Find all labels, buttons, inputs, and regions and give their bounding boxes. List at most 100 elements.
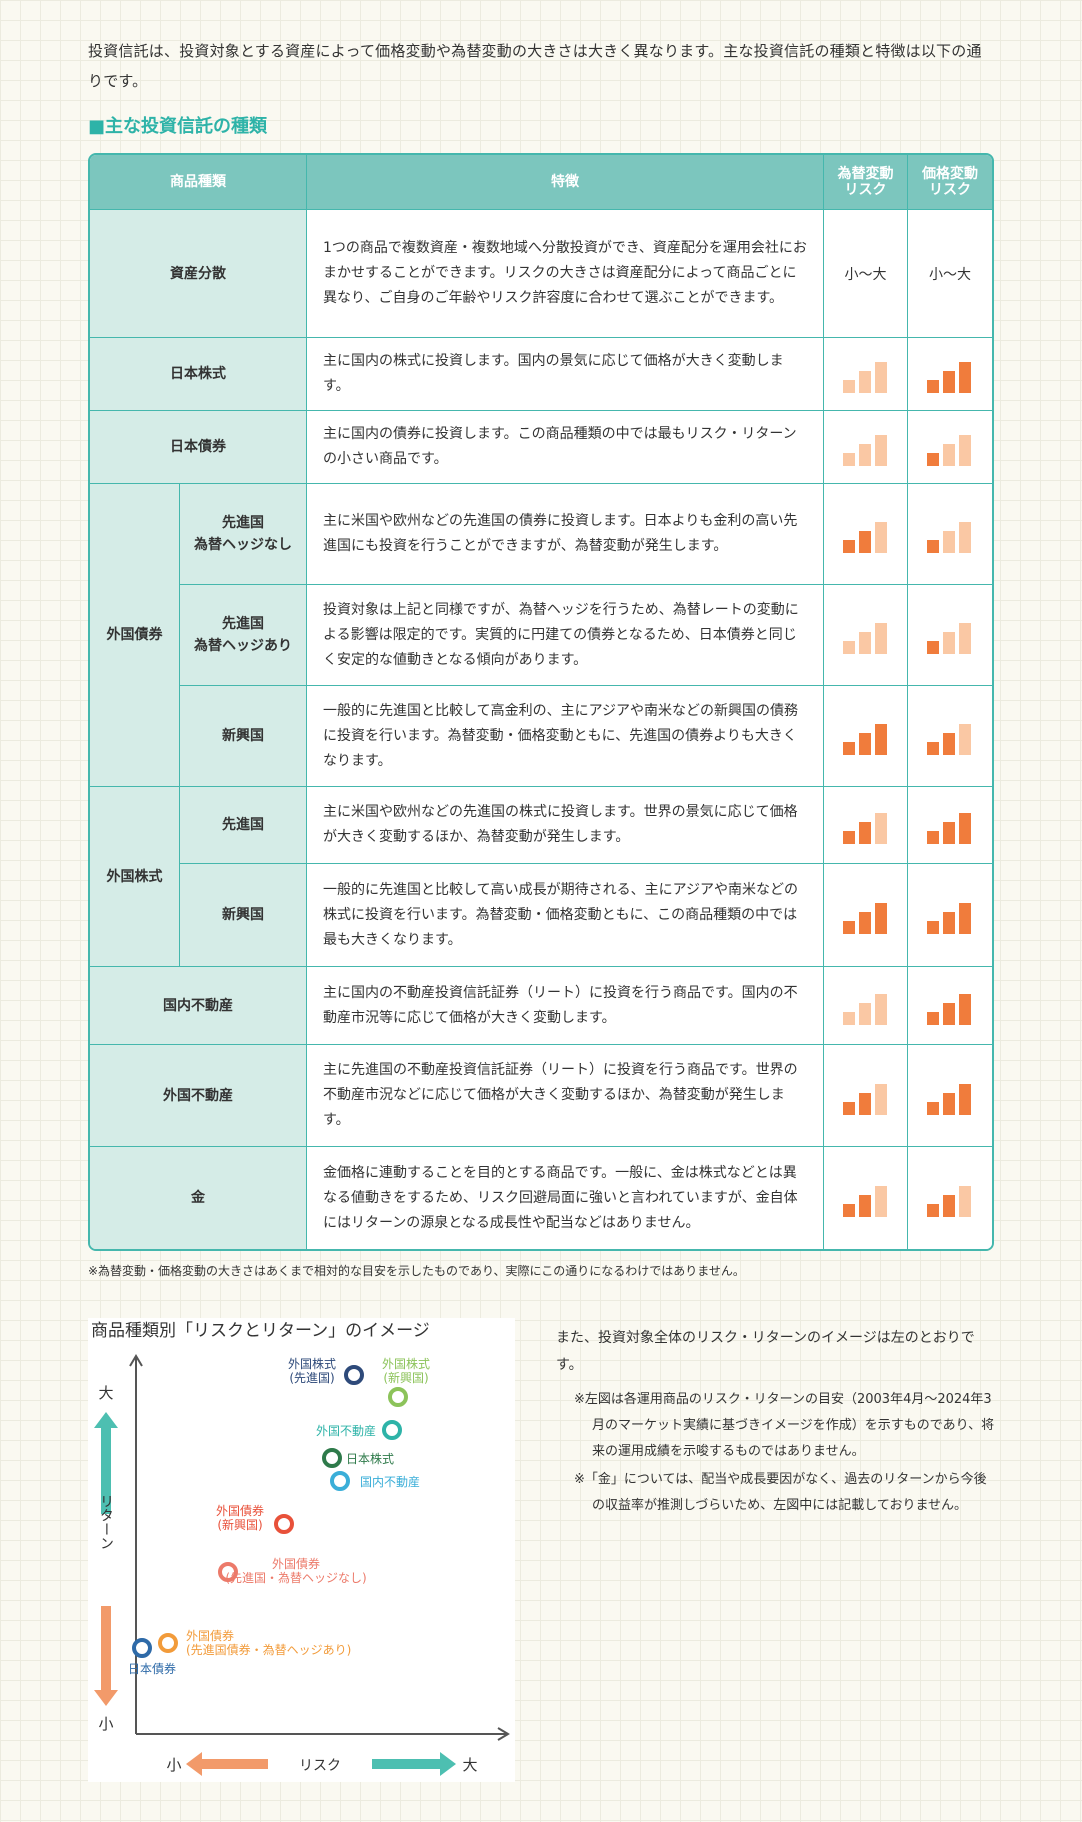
- chart-point-label: (先進国・為替ヘッジなし): [225, 1571, 366, 1585]
- table-row: 外国不動産 主に先進国の不動産投資信託証券（リート）に投資を行う商品です。世界の…: [90, 1045, 992, 1147]
- price-risk-cell: [908, 1147, 992, 1249]
- chart-point: [274, 1514, 294, 1534]
- fx-risk-bars: [842, 896, 889, 934]
- table-row: 先進国 為替ヘッジあり 投資対象は上記と同様ですが、為替ヘッジを行うため、為替レ…: [90, 585, 992, 686]
- category-cell: 外国債券: [90, 484, 180, 787]
- risk-bar: [858, 531, 871, 553]
- risk-bar: [927, 1204, 939, 1217]
- fx-risk-bars: [842, 1179, 889, 1217]
- price-risk-cell: 小〜大: [908, 210, 992, 338]
- risk-bar: [874, 362, 887, 393]
- price-risk-cell: [908, 585, 992, 686]
- feature-cell: 主に先進国の不動産投資信託証券（リート）に投資を行う商品です。世界の不動産市況な…: [307, 1045, 824, 1147]
- right-note-2: ※「金」については、配当や成長要因がなく、過去のリターンから今後の収益率が推測し…: [574, 1472, 987, 1513]
- price-risk-cell: [908, 967, 992, 1045]
- chart-point-label: (新興国): [383, 1370, 428, 1385]
- price-risk-bars: [927, 515, 973, 553]
- risk-bar: [959, 993, 971, 1025]
- feature-cell: 1つの商品で複数資産・複数地域へ分散投資ができ、資産配分を運用会社におまかせする…: [307, 210, 824, 338]
- risk-bar: [943, 371, 955, 393]
- table-row: 外国債券 先進国 為替ヘッジなし 主に米国や欧州などの先進国の債券に投資します。…: [90, 484, 992, 787]
- right-text-block: また、投資対象全体のリスク・リターンのイメージは左のとおりです。 ※左図は各運用…: [556, 1325, 996, 1519]
- risk-bar: [858, 733, 871, 755]
- category-cell: 資産分散: [90, 210, 307, 338]
- risk-bar: [842, 453, 855, 466]
- risk-bar: [874, 903, 887, 934]
- subcategory-cell: 先進国: [180, 787, 307, 864]
- risk-bar: [842, 1011, 855, 1025]
- chart-point: [132, 1638, 152, 1658]
- risk-bar: [943, 632, 955, 654]
- table-row: 新興国 一般的に先進国と比較して高い成長が期待される、主にアジアや南米などの株式…: [90, 864, 992, 967]
- fx-risk-bars: [842, 1077, 889, 1115]
- feature-cell: 一般的に先進国と比較して高金利の、主にアジアや南米などの新興国の債務に投資を行い…: [307, 686, 824, 787]
- table-row: 新興国 一般的に先進国と比較して高金利の、主にアジアや南米などの新興国の債務に投…: [90, 686, 992, 787]
- price-risk-bars: [927, 616, 973, 654]
- price-risk-bars: [927, 987, 973, 1025]
- risk-bar: [943, 733, 955, 755]
- feature-cell: 主に国内の債券に投資します。この商品種類の中では最もリスク・リターンの小さい商品…: [307, 411, 824, 484]
- risk-bar: [959, 903, 971, 934]
- price-risk-bars: [927, 717, 973, 755]
- price-risk-bars: [927, 896, 973, 934]
- risk-bar: [927, 453, 939, 466]
- chart-point: [382, 1420, 402, 1440]
- risk-bar: [842, 1204, 855, 1217]
- table-row: 日本株式 主に国内の株式に投資します。国内の景気に応じて価格が大きく変動します。: [90, 338, 992, 411]
- risk-bar: [842, 742, 855, 755]
- risk-bar: [959, 1186, 971, 1217]
- intro-text: 投資信託は、投資対象とする資産によって価格変動や為替変動の大きさは大きく異なりま…: [88, 42, 982, 90]
- chart-point: [218, 1562, 238, 1582]
- y-high-label: 大: [98, 1384, 113, 1402]
- fund-types-table: 商品種類 特徴 為替変動 リスク 価格変動 リスク 資産分散 1つの商品で複数資…: [88, 153, 994, 1251]
- risk-bar: [874, 623, 887, 654]
- chart-title: 商品種類別「リスクとリターン」のイメージ: [91, 1321, 430, 1341]
- fx-risk-bars: [842, 355, 889, 393]
- risk-bar: [927, 1011, 939, 1025]
- table-footnote: ※為替変動・価格変動の大きさはあくまで相対的な目安を示したものであり、実際にこの…: [88, 1264, 745, 1278]
- y-down-arrow: [94, 1606, 118, 1706]
- fx-risk-cell: [824, 967, 908, 1045]
- x-right-arrow: [372, 1752, 456, 1776]
- header-price-risk: 価格変動 リスク: [908, 155, 992, 210]
- right-main-text: また、投資対象全体のリスク・リターンのイメージは左のとおりです。: [556, 1330, 975, 1373]
- risk-bar: [842, 641, 855, 654]
- fx-risk-bars: [842, 515, 889, 553]
- risk-bar: [943, 822, 955, 844]
- chart-point-label: (先進国): [289, 1371, 334, 1385]
- fx-risk-cell: [824, 787, 908, 864]
- category-cell: 日本株式: [90, 338, 307, 411]
- risk-bar: [858, 1092, 871, 1115]
- fx-risk-cell: [824, 484, 908, 585]
- risk-bar: [959, 724, 971, 755]
- risk-bar: [874, 993, 887, 1025]
- risk-bar: [927, 641, 939, 654]
- risk-bar: [858, 912, 871, 934]
- risk-bar: [874, 522, 887, 553]
- risk-bar: [858, 822, 871, 844]
- price-risk-cell: [908, 338, 992, 411]
- risk-bar: [959, 522, 971, 553]
- risk-bar: [858, 1002, 871, 1025]
- fx-risk-cell: [824, 585, 908, 686]
- price-risk-cell: [908, 411, 992, 484]
- chart-point: [158, 1633, 178, 1653]
- x-high-label: 大: [462, 1756, 477, 1774]
- risk-return-chart: 大 リターン 小 小 リスク 大 外国株式(先進国)外国株式(新興国)外国不動産…: [94, 1354, 510, 1776]
- chart-point-label: 外国株式: [382, 1356, 430, 1371]
- risk-bar: [874, 1083, 887, 1115]
- price-risk-cell: [908, 1045, 992, 1147]
- fx-risk-cell: [824, 1045, 908, 1147]
- risk-bar: [858, 632, 871, 654]
- chart-point: [330, 1471, 350, 1491]
- fx-risk-cell: [824, 338, 908, 411]
- risk-bar: [959, 1083, 971, 1115]
- risk-bar: [959, 362, 971, 393]
- risk-bar: [943, 1092, 955, 1115]
- risk-bar: [927, 831, 939, 844]
- risk-bar: [874, 1186, 887, 1217]
- table-row: 外国株式 先進国 主に米国や欧州などの先進国の株式に投資します。世界の景気に応じ…: [90, 787, 992, 967]
- risk-bar: [959, 435, 971, 466]
- price-risk-bars: [927, 806, 973, 844]
- risk-bar: [943, 444, 955, 466]
